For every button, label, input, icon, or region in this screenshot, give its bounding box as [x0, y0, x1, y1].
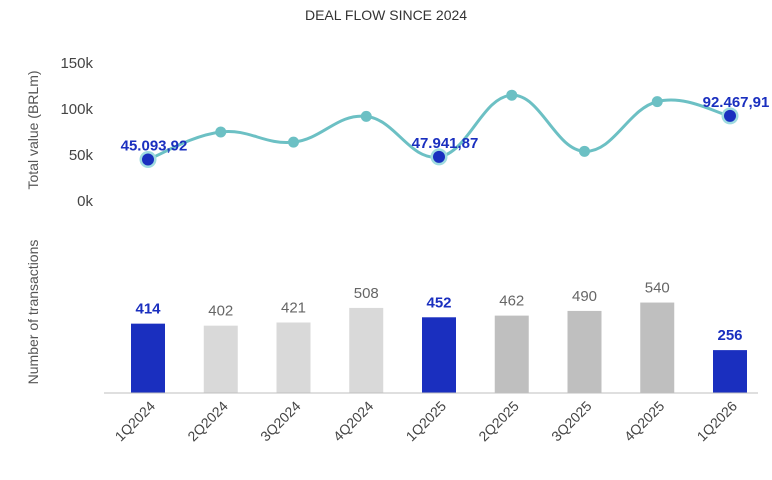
point-value-label: 47.941,87 — [412, 135, 479, 152]
point-1Q2025 — [433, 150, 445, 163]
category-label: 2Q2024 — [184, 398, 231, 445]
bar-1Q2025 — [422, 317, 456, 393]
bar-value-label: 256 — [717, 327, 742, 344]
bar-value-labels: 414 402 421 508 452 462 490 540 256 — [135, 280, 742, 345]
bar-value-label: 414 — [135, 301, 161, 318]
category-axis-labels: 1Q2024 2Q2024 3Q2024 4Q2024 1Q2025 2Q2025 3Q20… — [112, 398, 741, 445]
bar-value-label: 490 — [572, 288, 597, 305]
point-4Q2024 — [360, 110, 372, 122]
bar-y-axis-title: Number of transactions — [25, 240, 41, 385]
point-3Q2024 — [288, 136, 299, 148]
line-y-axis-title: Total value (BRLm) — [25, 70, 41, 189]
bar-series — [131, 302, 747, 393]
y-tick-label: 100k — [60, 101, 93, 118]
point-1Q2024 — [142, 153, 154, 166]
category-label: 4Q2025 — [621, 398, 668, 445]
bar-1Q2026 — [713, 350, 747, 393]
bar-3Q2025 — [567, 310, 602, 393]
category-label: 3Q2024 — [257, 398, 304, 445]
line-y-ticks: 0k 50k 100k 150k — [60, 55, 93, 210]
chart-title: DEAL FLOW SINCE 2024 — [305, 7, 467, 23]
bar-value-label: 452 — [426, 294, 451, 311]
bar-3Q2024 — [276, 322, 311, 393]
category-label: 2Q2025 — [475, 398, 522, 445]
bar-2Q2025 — [494, 315, 529, 393]
bar-2Q2024 — [203, 325, 238, 393]
category-label: 1Q2025 — [403, 398, 450, 445]
y-tick-label: 0k — [77, 193, 93, 210]
y-tick-label: 50k — [69, 147, 94, 164]
line-points — [139, 89, 739, 169]
bar-value-label: 540 — [645, 280, 670, 297]
y-tick-label: 150k — [60, 55, 93, 72]
category-label: 4Q2024 — [330, 398, 377, 445]
point-4Q2025 — [651, 96, 663, 108]
point-3Q2025 — [579, 145, 590, 157]
bar-4Q2025 — [640, 302, 675, 393]
bar-1Q2024 — [131, 323, 165, 393]
bar-value-label: 421 — [281, 299, 306, 316]
bar-value-label: 462 — [499, 293, 524, 310]
category-label: 1Q2026 — [694, 398, 741, 445]
bar-value-label: 402 — [208, 303, 233, 320]
bar-4Q2024 — [349, 307, 384, 393]
point-value-label: 45.093,92 — [121, 138, 188, 155]
point-2Q2025 — [506, 89, 518, 101]
line-point-labels: 45.093,92 47.941,87 92.467,91 — [121, 94, 770, 155]
point-2Q2024 — [215, 126, 227, 138]
point-value-label: 92.467,91 — [703, 94, 770, 111]
bar-value-label: 508 — [354, 285, 379, 302]
category-label: 3Q2025 — [548, 398, 595, 445]
category-label: 1Q2024 — [112, 398, 159, 445]
point-1Q2026 — [724, 109, 736, 122]
